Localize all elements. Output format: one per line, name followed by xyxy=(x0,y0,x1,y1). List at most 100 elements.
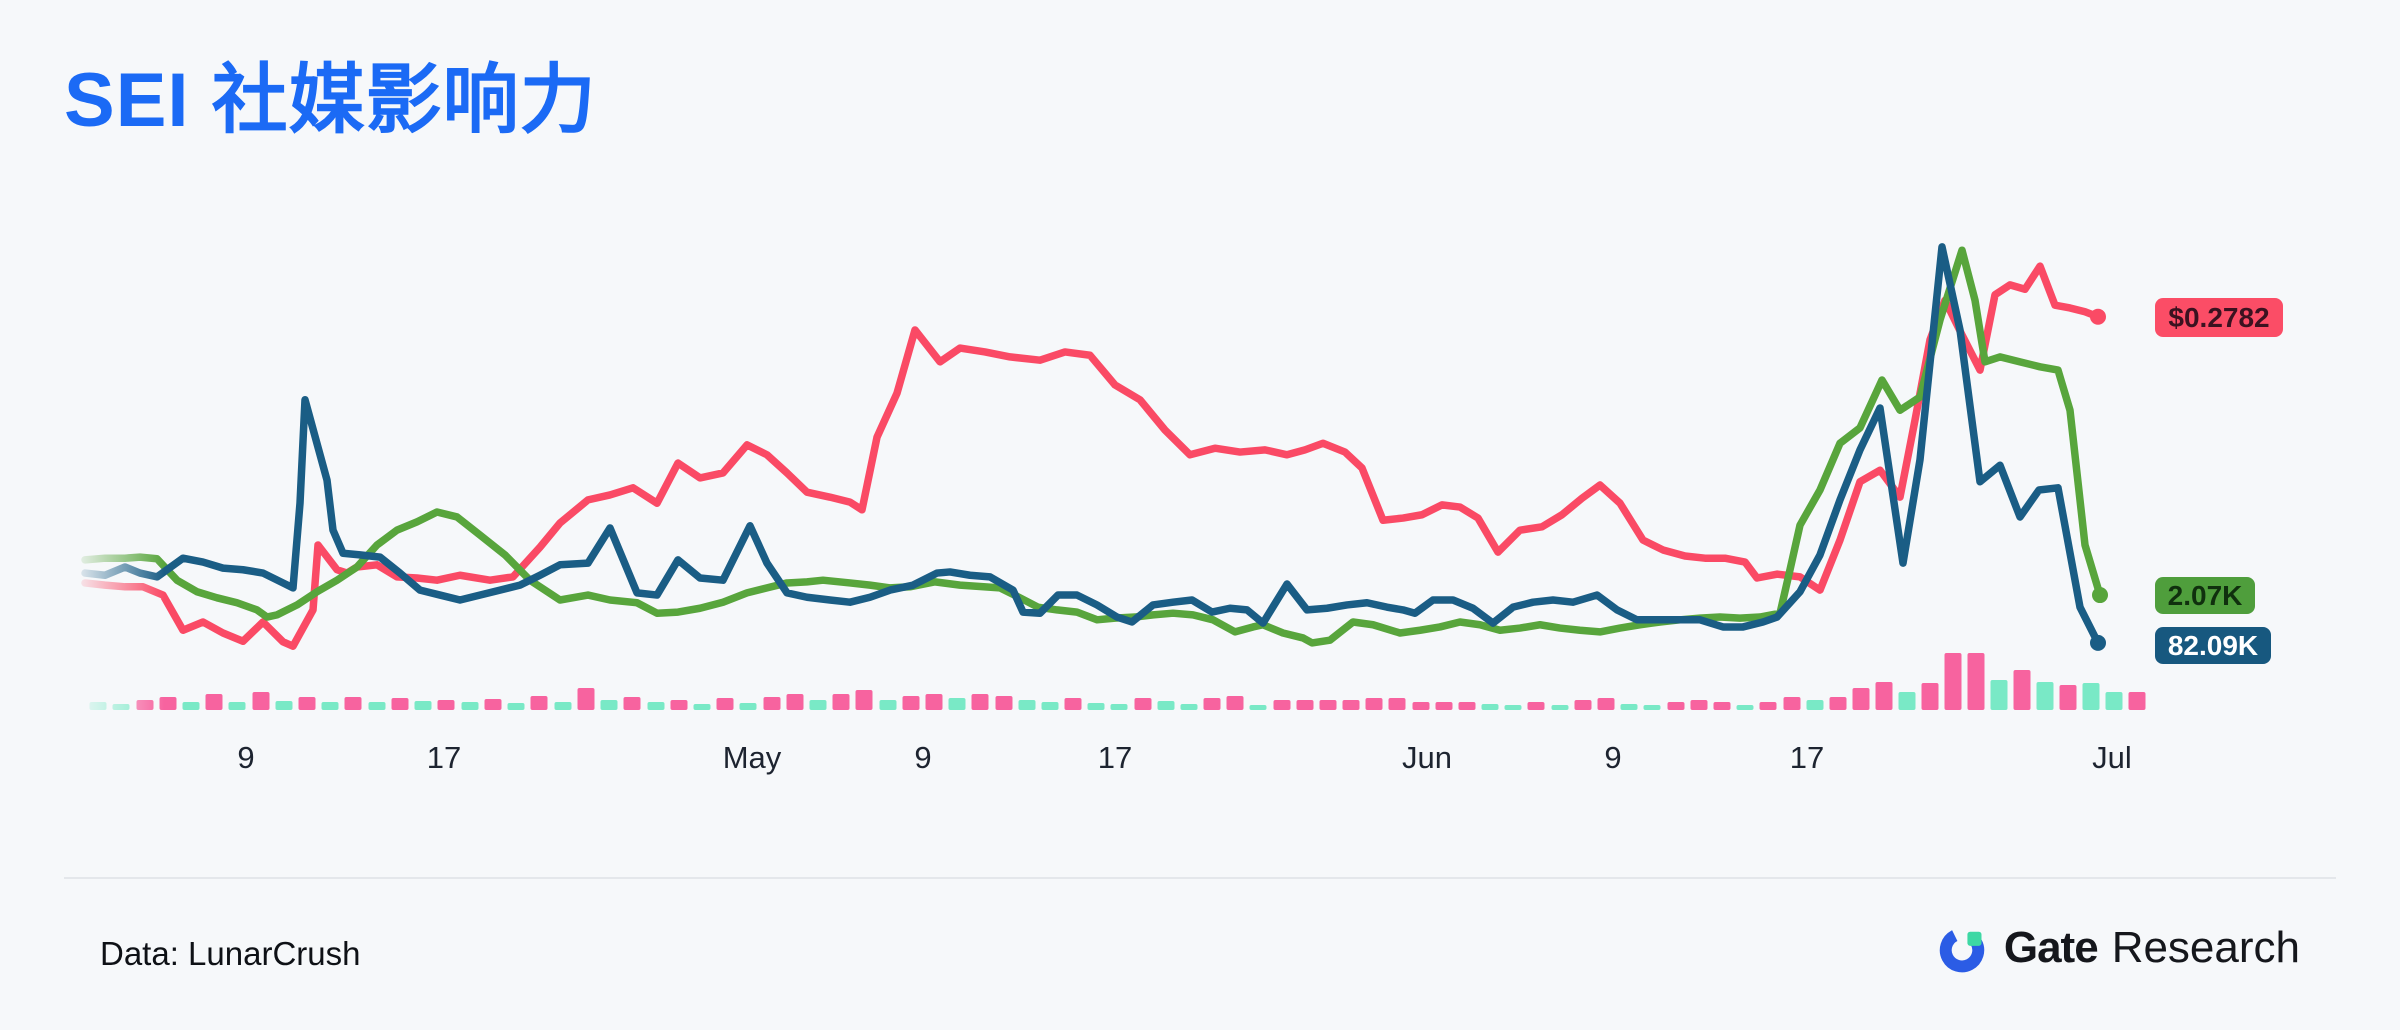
volume-bar xyxy=(2082,683,2100,710)
volume-bar xyxy=(1365,698,1383,710)
blue-series-value-badge: 82.09K xyxy=(2155,627,2271,664)
volume-bar xyxy=(530,696,548,710)
volume-bar xyxy=(1203,698,1221,710)
volume-bar xyxy=(1597,698,1615,710)
x-axis-tick: 9 xyxy=(237,740,255,775)
volume-bar xyxy=(1574,700,1592,710)
volume-bar xyxy=(623,697,641,710)
volume-bar xyxy=(1643,705,1661,710)
series_blue-line xyxy=(81,243,2102,647)
volume-bar xyxy=(1134,698,1152,710)
volume-bar xyxy=(507,703,525,710)
brand-name-bold: Gate xyxy=(2003,923,2099,972)
footer-divider xyxy=(64,877,2336,879)
volume-bar xyxy=(2036,682,2054,710)
volume-bar xyxy=(344,697,362,710)
volume-bar xyxy=(1388,698,1406,710)
volume-bar xyxy=(228,702,246,710)
volume-bar xyxy=(205,694,223,710)
volume-bar xyxy=(1852,688,1870,710)
volume-bar xyxy=(1064,698,1082,710)
volume-bar xyxy=(1806,700,1824,710)
volume-bar xyxy=(1157,701,1175,710)
volume-bar xyxy=(693,704,711,710)
volume-bar xyxy=(879,700,897,710)
volume-bar xyxy=(1667,702,1685,710)
volume-bar xyxy=(1829,697,1847,710)
volume-bar xyxy=(1180,704,1198,710)
volume-bar xyxy=(1875,682,1893,710)
volume-bar xyxy=(1296,700,1314,710)
volume-bar xyxy=(275,701,293,710)
volume-bar xyxy=(1504,705,1522,710)
chart-canvas xyxy=(81,243,2146,710)
gate-logo-icon xyxy=(1939,927,1985,973)
volume-bar xyxy=(89,702,107,710)
volume-bar xyxy=(298,697,316,710)
x-axis-tick: 17 xyxy=(426,740,462,775)
brand-name-light: Research xyxy=(2111,923,2300,972)
volume-bar xyxy=(647,702,665,710)
volume-bar xyxy=(600,700,618,710)
volume-bar xyxy=(786,694,804,710)
volume-bar xyxy=(1458,702,1476,710)
volume-bar xyxy=(1435,702,1453,710)
volume-bar xyxy=(554,702,572,710)
volume-bar xyxy=(1620,704,1638,710)
volume-bar xyxy=(1018,700,1036,710)
volume-bar xyxy=(1319,700,1337,710)
volume-bar xyxy=(1944,653,1962,710)
x-axis-tick: Jul xyxy=(2092,740,2132,775)
volume-bar xyxy=(1273,700,1291,710)
volume-bar xyxy=(2013,670,2031,710)
price_usd-end-dot xyxy=(2090,308,2106,325)
volume-bar xyxy=(855,690,873,710)
social-influence-chart: 9 17 May 9 17 Jun 9 17 Jul $0.2782 2.07K 82.09K xyxy=(60,243,2283,775)
volume-bar xyxy=(461,702,479,710)
volume-bar xyxy=(1041,702,1059,710)
page-title: SEI 社媒影响力 xyxy=(64,58,597,143)
volume-bar xyxy=(925,694,943,710)
x-axis-tick: 17 xyxy=(1789,740,1825,775)
series_green-end-dot xyxy=(2092,587,2108,604)
volume-bar xyxy=(112,704,130,710)
volume-bar xyxy=(2059,685,2077,710)
data-source-label: Data: LunarCrush xyxy=(100,935,361,972)
volume-bar xyxy=(321,702,339,710)
volume-bar xyxy=(670,700,688,710)
volume-bar xyxy=(1226,696,1244,710)
volume-bar xyxy=(1249,705,1267,710)
volume-bar xyxy=(414,701,432,710)
volume-bar xyxy=(182,702,200,710)
x-axis-tick: 9 xyxy=(1604,740,1622,775)
volume-bar xyxy=(1921,683,1939,710)
volume-bar xyxy=(368,702,386,710)
volume-bar xyxy=(1690,700,1708,710)
volume-bar xyxy=(1713,702,1731,710)
volume-bar xyxy=(577,688,595,710)
volume-bar xyxy=(1412,702,1430,710)
volume-bar xyxy=(484,699,502,710)
price_usd-line xyxy=(81,262,2102,650)
volume-bar xyxy=(1898,692,1916,710)
volume-bar xyxy=(136,700,154,710)
volume-bar xyxy=(1342,700,1360,710)
volume-bar xyxy=(763,697,781,710)
volume-bar xyxy=(948,698,966,710)
volume-bar xyxy=(1087,703,1105,710)
volume-bar xyxy=(809,700,827,710)
volume-bar xyxy=(716,698,734,710)
volume-bar xyxy=(995,696,1013,710)
volume-bar xyxy=(2128,692,2146,710)
volume-bar xyxy=(1759,702,1777,710)
price-value-badge: $0.2782 xyxy=(2155,298,2283,337)
x-axis-tick: 9 xyxy=(914,740,932,775)
volume-bar xyxy=(1736,705,1754,710)
x-axis-tick: May xyxy=(722,740,782,775)
x-axis-tick: 17 xyxy=(1097,740,1133,775)
volume-bar xyxy=(902,696,920,710)
series_green-line xyxy=(81,246,2104,647)
volume-bar xyxy=(1110,704,1128,710)
green-series-value-badge: 2.07K xyxy=(2155,577,2255,614)
